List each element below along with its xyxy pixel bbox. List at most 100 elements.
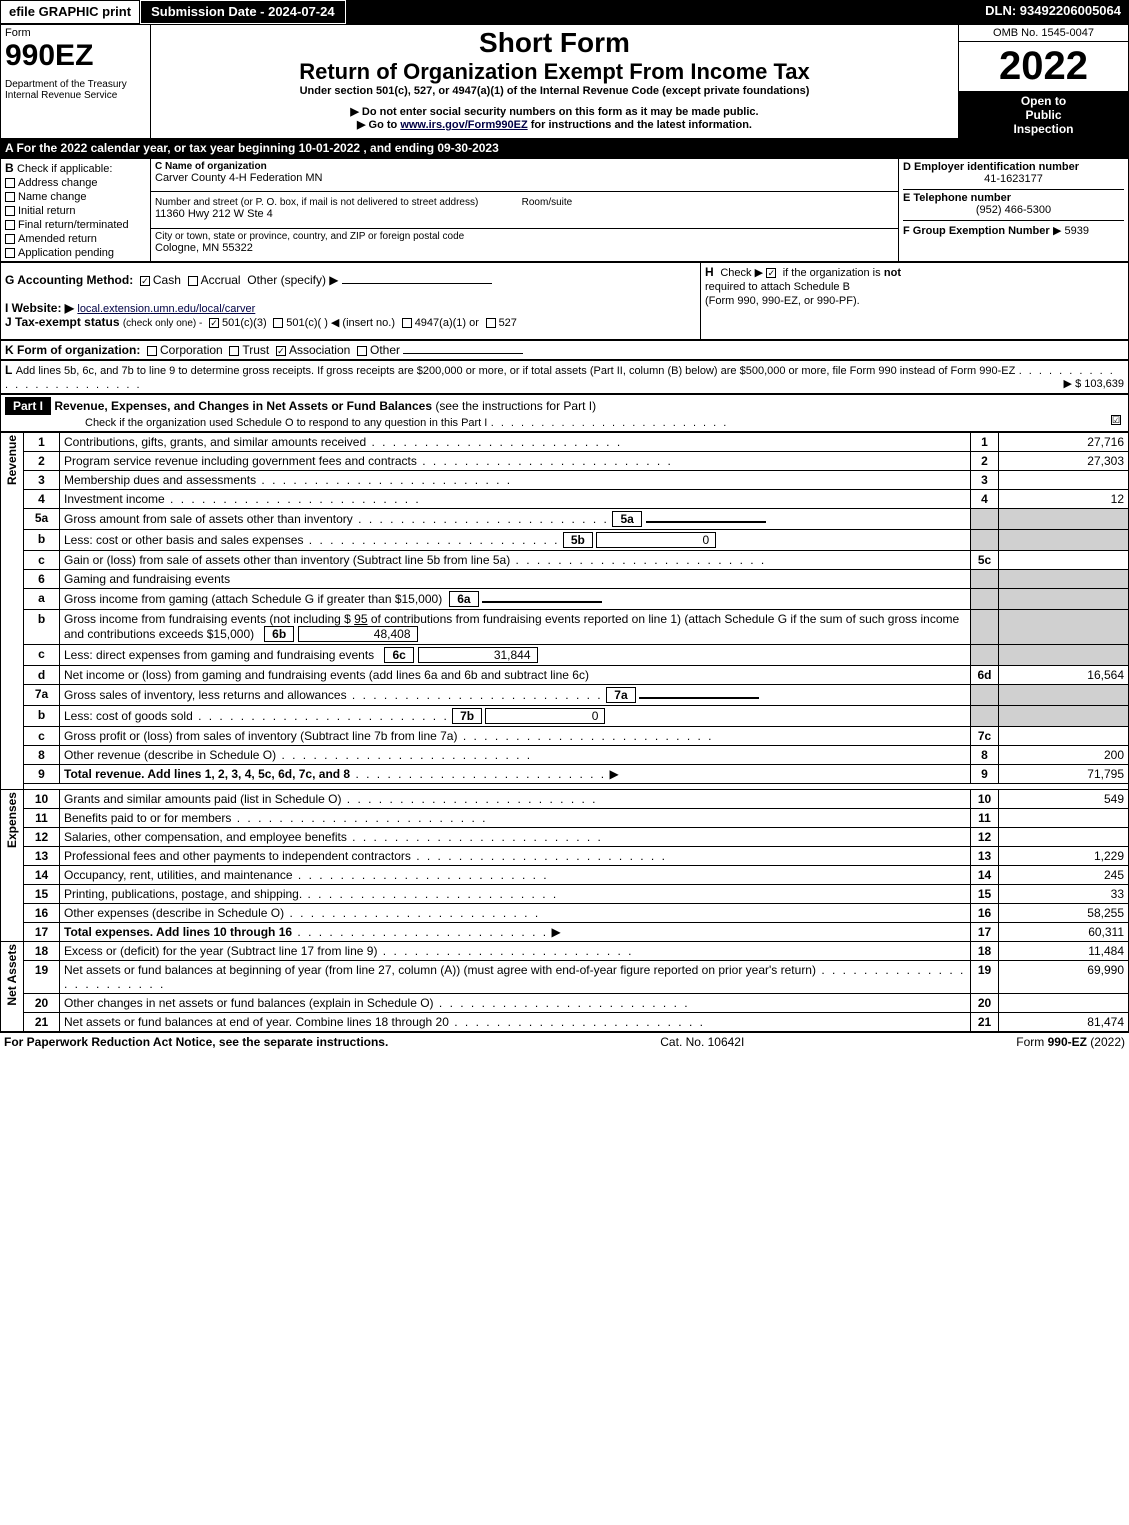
l21-num: 21 <box>24 1013 60 1032</box>
l18-rn: 18 <box>971 942 999 961</box>
l19-num: 19 <box>24 961 60 994</box>
part-i-schedule-o-checkbox[interactable]: ☑ <box>1111 415 1121 425</box>
section-l-text: Add lines 5b, 6c, and 7b to line 9 to de… <box>16 365 1016 377</box>
section-l-label: L <box>5 363 12 377</box>
note-goto: ▶ Go to www.irs.gov/Form990EZ for instru… <box>155 118 954 131</box>
revenue-side-label: Revenue <box>1 433 24 790</box>
section-h-label: H <box>705 265 714 279</box>
l7a-grey <box>999 685 1129 706</box>
k-assoc-checkbox[interactable]: ✓ <box>276 346 286 356</box>
k-corp-checkbox[interactable] <box>147 346 157 356</box>
l3-value <box>999 471 1129 490</box>
application-pending-checkbox[interactable] <box>5 248 15 258</box>
l7c-text: Gross profit or (loss) from sales of inv… <box>60 727 971 746</box>
l17-text: Total expenses. Add lines 10 through 16 … <box>60 923 971 942</box>
website-link[interactable]: local.extension.umn.edu/local/carver <box>77 303 255 315</box>
open-line3: Inspection <box>963 122 1124 136</box>
tax-year: 2022 <box>959 42 1129 92</box>
l20-text: Other changes in net assets or fund bala… <box>60 994 971 1013</box>
section-k-row: K Form of organization: Corporation Trus… <box>0 340 1129 360</box>
cash-checkbox[interactable]: ✓ <box>140 276 150 286</box>
l4-text: Investment income <box>60 490 971 509</box>
section-c-city-cell: City or town, state or province, country… <box>151 228 899 261</box>
l9-num: 9 <box>24 765 60 784</box>
l3-num: 3 <box>24 471 60 490</box>
initial-return-checkbox[interactable] <box>5 206 15 216</box>
l18-text: Excess or (deficit) for the year (Subtra… <box>60 942 971 961</box>
l20-value <box>999 994 1129 1013</box>
topbar-spacer <box>346 0 978 24</box>
application-pending-label: Application pending <box>18 247 114 259</box>
l6d-rn: 6d <box>971 666 999 685</box>
l16-text: Other expenses (describe in Schedule O) <box>60 904 971 923</box>
j-501c3-checkbox[interactable]: ✓ <box>209 318 219 328</box>
l12-value <box>999 828 1129 847</box>
section-b-label: B <box>5 161 14 175</box>
l11-rn: 11 <box>971 809 999 828</box>
l14-num: 14 <box>24 866 60 885</box>
l19-rn: 19 <box>971 961 999 994</box>
l6b-rn-grey <box>971 610 999 645</box>
k-other-input[interactable] <box>403 353 523 354</box>
l5b-grey <box>999 530 1129 551</box>
l2-num: 2 <box>24 452 60 471</box>
l6d-text: Net income or (loss) from gaming and fun… <box>60 666 971 685</box>
l8-text: Other revenue (describe in Schedule O) <box>60 746 971 765</box>
j-527-checkbox[interactable] <box>486 318 496 328</box>
k-trust-label: Trust <box>242 343 269 357</box>
part-i-check-dots <box>491 417 729 429</box>
k-trust-checkbox[interactable] <box>229 346 239 356</box>
l9-rn: 9 <box>971 765 999 784</box>
efile-print-button[interactable]: efile GRAPHIC print <box>0 0 140 24</box>
address-change-checkbox[interactable] <box>5 178 15 188</box>
top-bar: efile GRAPHIC print Submission Date - 20… <box>0 0 1129 24</box>
name-change-checkbox[interactable] <box>5 192 15 202</box>
section-k-label: K Form of organization: <box>5 343 140 357</box>
l7a-num: 7a <box>24 685 60 706</box>
irs-link[interactable]: www.irs.gov/Form990EZ <box>400 119 527 131</box>
l6d-value: 16,564 <box>999 666 1129 685</box>
l17-value: 60,311 <box>999 923 1129 942</box>
section-c-city-label: City or town, state or province, country… <box>155 231 894 242</box>
section-c-street-label: Number and street (or P. O. box, if mail… <box>155 197 478 208</box>
section-c-name-cell: C Name of organization Carver County 4-H… <box>151 159 899 192</box>
l6a-num: a <box>24 589 60 610</box>
form-number: 990EZ <box>5 39 146 73</box>
ein-value: 41-1623177 <box>903 173 1124 185</box>
k-other-checkbox[interactable] <box>357 346 367 356</box>
j-4947-checkbox[interactable] <box>402 318 412 328</box>
j-501c-checkbox[interactable] <box>273 318 283 328</box>
footer-left: For Paperwork Reduction Act Notice, see … <box>4 1035 388 1049</box>
l6b-text: Gross income from fundraising events (no… <box>60 610 971 645</box>
l13-text: Professional fees and other payments to … <box>60 847 971 866</box>
amended-return-checkbox[interactable] <box>5 234 15 244</box>
note-goto-pre: ▶ Go to <box>357 119 400 131</box>
section-c-name-label: C Name of organization <box>155 161 894 172</box>
l7b-num: b <box>24 706 60 727</box>
accrual-checkbox[interactable] <box>188 276 198 286</box>
street-value: 11360 Hwy 212 W Ste 4 <box>155 208 894 220</box>
other-specify-label: Other (specify) ▶ <box>247 273 338 287</box>
group-exemption-value: ▶ 5939 <box>1053 225 1089 237</box>
section-j-sub: (check only one) - <box>123 318 202 329</box>
irs-label: Internal Revenue Service <box>5 90 146 101</box>
l6d-num: d <box>24 666 60 685</box>
l17-arrow: ▶ <box>551 925 560 939</box>
l18-value: 11,484 <box>999 942 1129 961</box>
l5b-sn: 5b <box>563 532 593 548</box>
l13-rn: 13 <box>971 847 999 866</box>
other-specify-input[interactable] <box>342 283 492 284</box>
l7b-sn: 7b <box>452 708 482 724</box>
amended-return-label: Amended return <box>18 233 97 245</box>
netassets-side-label: Net Assets <box>1 942 24 1032</box>
l7b-text: Less: cost of goods sold 7b 0 <box>60 706 971 727</box>
l8-rn: 8 <box>971 746 999 765</box>
l15-num: 15 <box>24 885 60 904</box>
section-i-label: I Website: ▶ <box>5 301 74 315</box>
l14-value: 245 <box>999 866 1129 885</box>
l6b-contrib-value: 95 <box>354 612 367 626</box>
schedule-b-checkbox[interactable]: ✓ <box>766 268 776 278</box>
final-return-checkbox[interactable] <box>5 220 15 230</box>
l3-text: Membership dues and assessments <box>60 471 971 490</box>
l4-rn: 4 <box>971 490 999 509</box>
